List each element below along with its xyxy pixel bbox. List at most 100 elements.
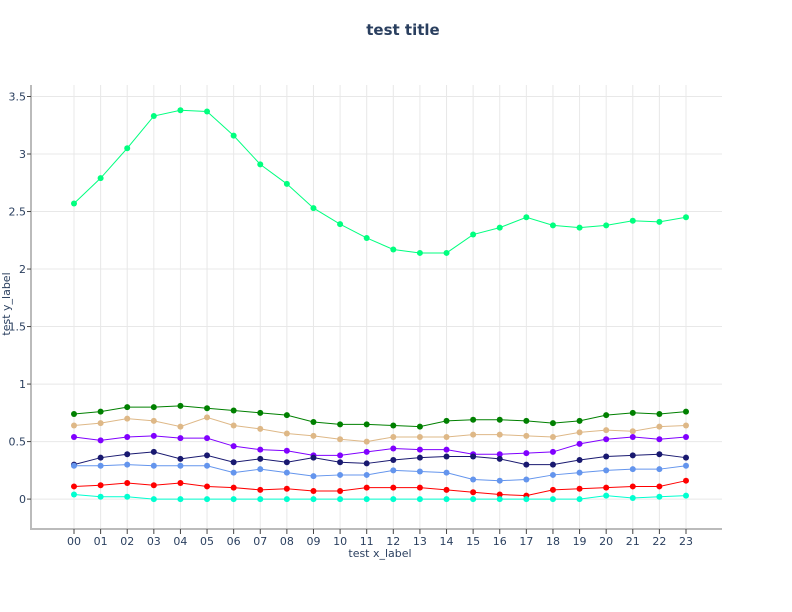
data-point: [390, 484, 397, 491]
data-point: [97, 408, 104, 415]
data-point: [150, 482, 157, 489]
data-point: [257, 409, 264, 416]
data-point: [656, 218, 663, 225]
data-point: [71, 200, 77, 207]
data-point: [390, 496, 397, 503]
data-point: [683, 214, 689, 221]
data-point: [576, 456, 583, 463]
data-point: [283, 412, 290, 419]
data-point: [443, 496, 450, 503]
data-point: [496, 477, 503, 484]
data-point: [230, 459, 237, 466]
data-point: [656, 436, 663, 443]
y-tick-label: 3: [19, 148, 26, 161]
data-point: [150, 462, 157, 469]
data-point: [656, 466, 663, 473]
data-point: [629, 466, 636, 473]
data-point: [337, 471, 344, 478]
data-point: [416, 454, 423, 461]
data-point: [523, 496, 530, 503]
data-point: [257, 496, 264, 503]
data-point: [443, 417, 450, 424]
data-point: [683, 408, 689, 415]
data-point: [390, 422, 397, 429]
x-tick-label: 06: [227, 535, 241, 548]
data-point: [576, 224, 583, 231]
data-point: [177, 435, 184, 442]
data-point: [177, 107, 184, 114]
data-point: [204, 483, 211, 490]
chart-title: test title: [366, 21, 439, 39]
data-point: [71, 462, 77, 469]
data-point: [603, 484, 610, 491]
data-point: [549, 448, 556, 455]
series-navy: [71, 448, 689, 468]
x-tick-label: 04: [173, 535, 187, 548]
data-point: [390, 433, 397, 440]
data-point: [416, 468, 423, 475]
data-point: [177, 496, 184, 503]
x-tick-label: 15: [466, 535, 480, 548]
data-point: [204, 496, 211, 503]
data-point: [337, 221, 344, 228]
data-point: [523, 417, 530, 424]
data-point: [443, 433, 450, 440]
data-point: [603, 467, 610, 474]
data-point: [257, 466, 264, 473]
y-tick-label: 1.5: [9, 321, 27, 334]
data-point: [337, 459, 344, 466]
data-point: [124, 451, 131, 458]
data-point: [416, 496, 423, 503]
x-tick-label: 03: [147, 535, 161, 548]
data-point: [230, 443, 237, 450]
x-axis-label: test x_label: [348, 547, 411, 560]
data-point: [150, 496, 157, 503]
data-point: [390, 246, 397, 253]
data-point: [683, 462, 689, 469]
x-tick-label: 22: [652, 535, 666, 548]
data-point: [97, 454, 104, 461]
data-point: [363, 234, 370, 241]
data-point: [496, 496, 503, 503]
data-point: [416, 423, 423, 430]
data-point: [603, 427, 610, 434]
data-point: [97, 420, 104, 427]
data-point: [71, 433, 77, 440]
data-point: [523, 461, 530, 468]
data-point: [150, 432, 157, 439]
data-point: [310, 432, 317, 439]
data-point: [656, 423, 663, 430]
tick-labels: 0 0.5 1 1.5 2 2.5 3 3.5 00 01 02 03 04 05 06 07 08 09 10 11…: [9, 91, 694, 548]
data-point: [337, 421, 344, 428]
data-point: [603, 222, 610, 229]
x-tick-label: 10: [333, 535, 347, 548]
data-point: [629, 409, 636, 416]
data-point: [416, 484, 423, 491]
data-point: [283, 485, 290, 492]
data-point: [549, 222, 556, 229]
data-point: [283, 459, 290, 466]
data-point: [443, 249, 450, 256]
data-point: [683, 492, 689, 499]
series-line-green: [73, 405, 687, 428]
data-point: [470, 476, 477, 483]
x-tick-label: 12: [386, 535, 400, 548]
data-point: [523, 214, 530, 221]
series-green: [71, 402, 689, 430]
series-line-cyan: [73, 493, 687, 500]
data-point: [496, 451, 503, 458]
data-point: [150, 404, 157, 411]
data-point: [124, 415, 131, 422]
data-point: [470, 416, 477, 423]
data-point: [629, 433, 636, 440]
data-point: [576, 496, 583, 503]
y-tick-label: 0: [19, 493, 26, 506]
data-point: [683, 422, 689, 429]
data-point: [71, 410, 77, 417]
data-point: [656, 483, 663, 490]
data-point: [150, 417, 157, 424]
series-springgreen: [71, 107, 689, 256]
data-point: [629, 217, 636, 224]
data-point: [523, 476, 530, 483]
data-point: [523, 450, 530, 457]
